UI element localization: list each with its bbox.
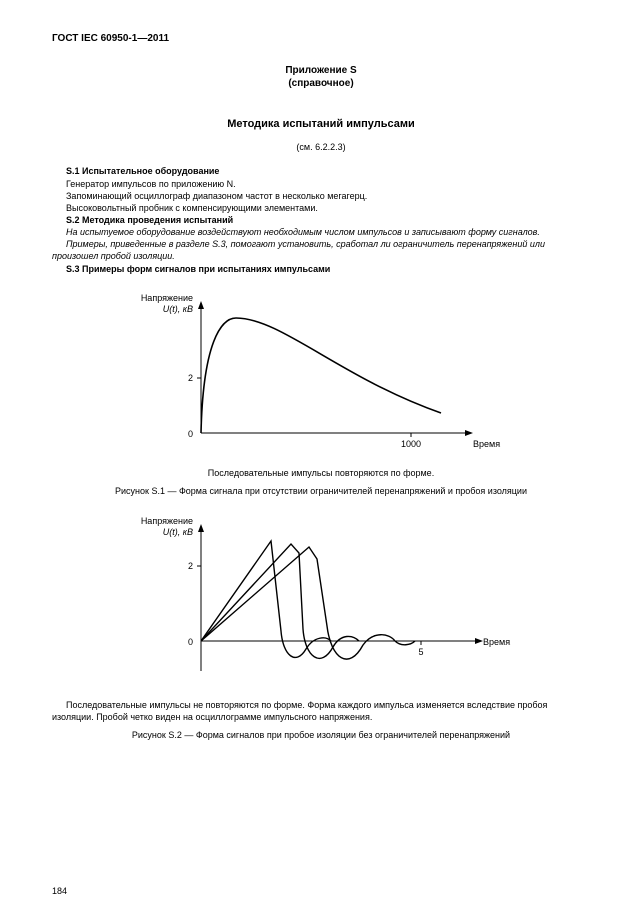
s2-line1: На испытуемое оборудование воздействуют … <box>52 226 590 238</box>
s1-heading: S.1 Испытательное оборудование <box>66 166 219 176</box>
figure-s2-caption: Рисунок S.2 — Форма сигналов при пробое … <box>52 729 590 741</box>
svg-text:Напряжение: Напряжение <box>141 516 193 526</box>
page-number: 184 <box>52 885 67 897</box>
svg-text:Напряжение: Напряжение <box>141 293 193 303</box>
s2-heading: S.2 Методика проведения испытаний <box>66 215 233 225</box>
bottom-paragraph: Последовательные импульсы не повторяются… <box>52 699 590 723</box>
svg-text:Время, мкс: Время, мкс <box>483 637 511 647</box>
page: ГОСТ IEC 60950-1—2011 Приложение S (спра… <box>0 0 630 913</box>
s1-line1: Генератор импульсов по приложению N. <box>52 178 590 190</box>
body-text: S.1 Испытательное оборудование Генератор… <box>52 165 590 274</box>
appendix-header: Приложение S (справочное) <box>52 64 590 91</box>
figure-s1-caption: Рисунок S.1 — Форма сигнала при отсутств… <box>52 485 590 497</box>
svg-text:5: 5 <box>418 647 423 657</box>
svg-text:2: 2 <box>188 561 193 571</box>
svg-text:0: 0 <box>188 637 193 647</box>
svg-text:0: 0 <box>188 429 193 439</box>
figure-s2-svg: 2 0 5 НапряжениеU(t), кВ Время, мкс <box>131 511 511 691</box>
svg-text:Время, мкс: Время, мкс <box>473 439 501 449</box>
see-reference: (см. 6.2.2.3) <box>52 141 590 153</box>
svg-text:U(t), кВ: U(t), кВ <box>163 304 193 314</box>
figure-s1-note: Последовательные импульсы повторяются по… <box>52 467 590 479</box>
figure-s1-svg: 2 0 1000 НапряжениеU(t), кВ Время, мкс <box>141 283 501 463</box>
s3-heading: S.3 Примеры форм сигналов при испытаниях… <box>66 264 330 274</box>
svg-text:U(t), кВ: U(t), кВ <box>163 527 193 537</box>
appendix-title: Приложение S <box>52 64 590 78</box>
main-title: Методика испытаний импульсами <box>52 117 590 132</box>
document-id: ГОСТ IEC 60950-1—2011 <box>52 32 590 46</box>
svg-text:2: 2 <box>188 373 193 383</box>
s2-line2: Примеры, приведенные в разделе S.3, помо… <box>52 238 590 262</box>
svg-text:1000: 1000 <box>401 439 421 449</box>
s1-line2: Запоминающий осциллограф диапазоном част… <box>52 190 590 202</box>
figure-s1: 2 0 1000 НапряжениеU(t), кВ Время, мкс После… <box>52 283 590 497</box>
s1-line3: Высоковольтный пробник с компенсирующими… <box>52 202 590 214</box>
figure-s2: 2 0 5 НапряжениеU(t), кВ Время, мкс <box>52 511 590 691</box>
bottom-text: Последовательные импульсы не повторяются… <box>52 699 590 723</box>
appendix-subtitle: (справочное) <box>52 77 590 91</box>
